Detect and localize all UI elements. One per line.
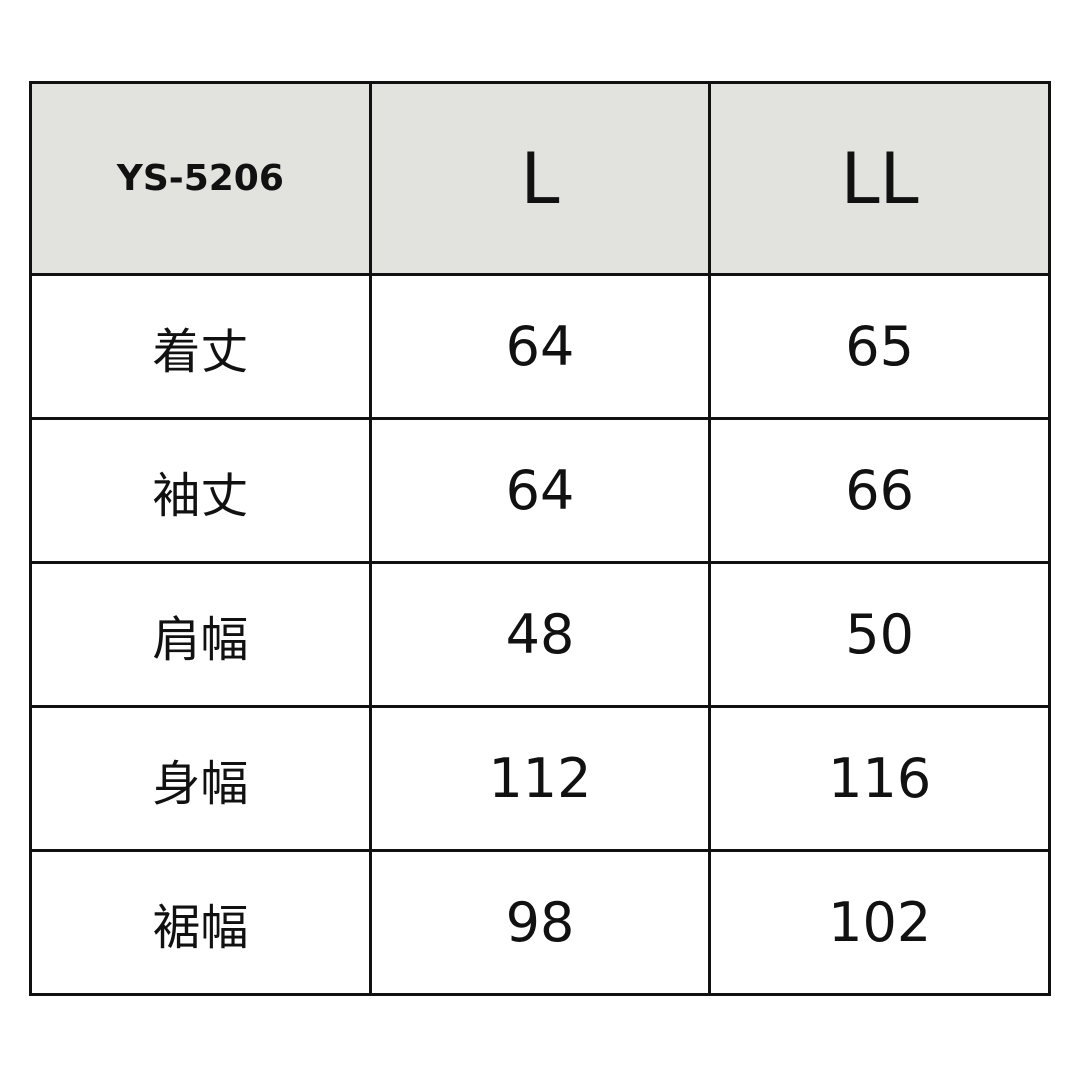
size-table: YS-5206 L LL 着丈 64 65 袖丈 64 66 肩幅 48 50 身幅 112 116 裾…: [29, 81, 1051, 996]
value-l: 48: [368, 561, 712, 708]
header-row: YS-5206 L LL: [29, 81, 1051, 276]
model-number: YS-5206: [29, 81, 372, 276]
table-row: 袖丈 64 66: [29, 417, 1051, 564]
measurement-label: 裾幅: [29, 849, 372, 996]
value-l: 64: [368, 417, 712, 564]
value-ll: 116: [708, 705, 1051, 852]
table-row: 身幅 112 116: [29, 705, 1051, 852]
value-l: 98: [368, 849, 712, 996]
measurement-label: 袖丈: [29, 417, 372, 564]
size-header-l: L: [368, 81, 712, 276]
value-ll: 50: [708, 561, 1051, 708]
value-l: 112: [368, 705, 712, 852]
table-row: 裾幅 98 102: [29, 849, 1051, 996]
measurement-label: 着丈: [29, 273, 372, 420]
value-ll: 102: [708, 849, 1051, 996]
value-ll: 66: [708, 417, 1051, 564]
measurement-label: 身幅: [29, 705, 372, 852]
value-ll: 65: [708, 273, 1051, 420]
table-row: 肩幅 48 50: [29, 561, 1051, 708]
table-row: 着丈 64 65: [29, 273, 1051, 420]
measurement-label: 肩幅: [29, 561, 372, 708]
value-l: 64: [368, 273, 712, 420]
size-header-ll: LL: [708, 81, 1051, 276]
